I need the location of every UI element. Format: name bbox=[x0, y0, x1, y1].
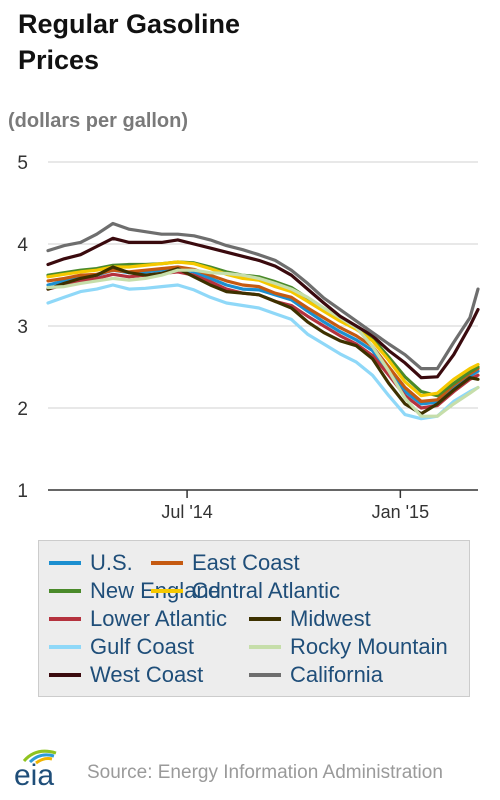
series-line-east-coast bbox=[46, 265, 480, 403]
legend-row: Lower Atlantic Midwest bbox=[39, 605, 469, 633]
legend: U.S. East Coast New England Central Atlanti… bbox=[38, 540, 470, 697]
eia-logo: eia bbox=[10, 745, 82, 798]
x-tick-label: Jul '14 bbox=[161, 502, 212, 522]
series-line-central-atlantic bbox=[46, 260, 480, 398]
y-tick-label: 5 bbox=[17, 153, 28, 174]
eia-logo-graphic: eia bbox=[14, 749, 57, 792]
legend-row: West Coast California bbox=[39, 661, 469, 689]
legend-label: Lower Atlantic bbox=[90, 606, 227, 631]
chart-title: Regular Gasoline Prices bbox=[18, 9, 241, 75]
legend-item-midwest: Midwest bbox=[249, 605, 371, 633]
legend-label: Gulf Coast bbox=[90, 634, 194, 659]
legend-label: California bbox=[290, 662, 383, 687]
legend-item-gulf-coast: Gulf Coast bbox=[49, 633, 194, 661]
eia-logo-text: eia bbox=[14, 759, 54, 792]
legend-item-central-atlantic: Central Atlantic bbox=[151, 577, 340, 605]
legend-swatch bbox=[249, 617, 281, 621]
grid-layer bbox=[48, 161, 478, 409]
legend-label: Central Atlantic bbox=[192, 578, 340, 603]
legend-swatch bbox=[249, 673, 281, 677]
legend-row: U.S. East Coast bbox=[39, 549, 469, 577]
series-line-gulf-coast bbox=[46, 283, 480, 421]
legend-swatch bbox=[151, 561, 183, 565]
legend-row: New England Central Atlantic bbox=[39, 577, 469, 605]
legend-swatch bbox=[49, 645, 81, 649]
series-layer bbox=[46, 221, 480, 421]
series-line-west-coast bbox=[46, 236, 480, 380]
legend-swatch bbox=[49, 561, 81, 565]
line-chart: 1 2 3 4 5 Jul '14 Jan '15 bbox=[17, 153, 480, 522]
legend-item-west-coast: West Coast bbox=[49, 661, 203, 689]
y-tick-label: 3 bbox=[17, 317, 28, 338]
y-tick-label: 4 bbox=[17, 235, 28, 256]
source-note: Source: Energy Information Administratio… bbox=[87, 762, 443, 783]
legend-label: Rocky Mountain bbox=[290, 634, 448, 659]
legend-label: East Coast bbox=[192, 550, 300, 575]
series-line-california bbox=[46, 221, 480, 371]
y-tick-label: 2 bbox=[17, 399, 28, 420]
legend-item-rocky-mountain: Rocky Mountain bbox=[249, 633, 448, 661]
legend-swatch bbox=[49, 617, 81, 621]
legend-label: Midwest bbox=[290, 606, 371, 631]
legend-item-east-coast: East Coast bbox=[151, 549, 300, 577]
y-tick-label: 1 bbox=[17, 481, 28, 502]
y-axis-label: (dollars per gallon) bbox=[8, 110, 189, 132]
legend-swatch bbox=[249, 645, 281, 649]
legend-label: U.S. bbox=[90, 550, 133, 575]
legend-swatch bbox=[151, 589, 183, 593]
legend-item-u-s: U.S. bbox=[49, 549, 133, 577]
legend-swatch bbox=[49, 673, 81, 677]
legend-item-california: California bbox=[249, 661, 383, 689]
legend-swatch bbox=[49, 589, 81, 593]
series-line-rocky-mountain bbox=[46, 268, 480, 418]
legend-label: West Coast bbox=[90, 662, 204, 687]
x-tick-label: Jan '15 bbox=[372, 502, 429, 522]
axis-layer: 1 2 3 4 5 Jul '14 Jan '15 bbox=[17, 153, 478, 522]
legend-item-lower-atlantic: Lower Atlantic bbox=[49, 605, 227, 633]
legend-row: Gulf Coast Rocky Mountain bbox=[39, 633, 469, 661]
